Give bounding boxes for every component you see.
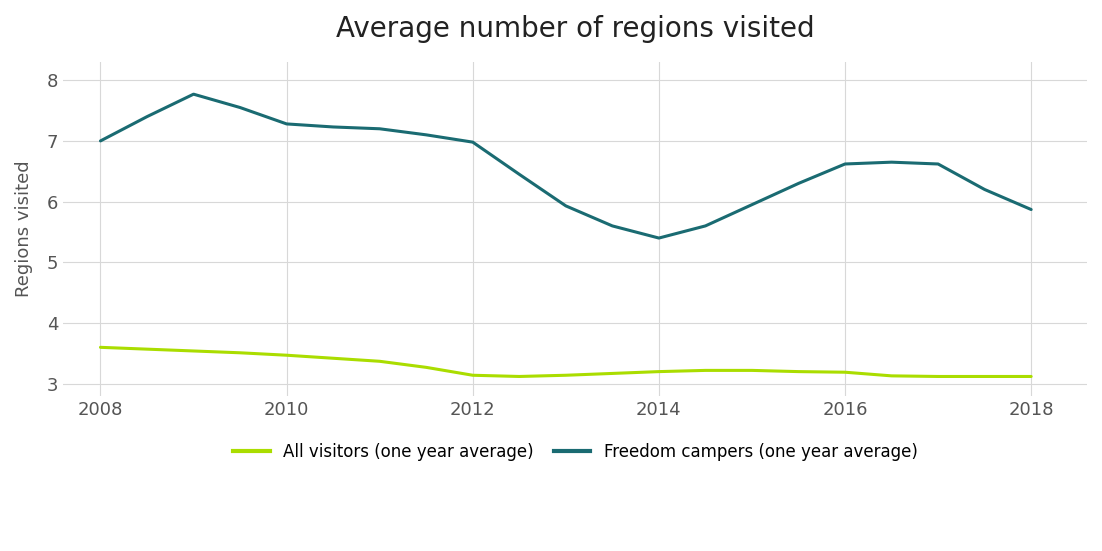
Freedom campers (one year average) xyxy=(652,235,666,241)
Title: Average number of regions visited: Average number of regions visited xyxy=(336,15,814,43)
Freedom campers (one year average) xyxy=(326,123,339,130)
Freedom campers (one year average) xyxy=(234,104,247,111)
Freedom campers (one year average) xyxy=(745,201,758,208)
All visitors (one year average) xyxy=(977,373,991,380)
Line: Freedom campers (one year average): Freedom campers (one year average) xyxy=(100,94,1031,238)
All visitors (one year average) xyxy=(792,368,806,375)
All visitors (one year average) xyxy=(140,346,153,353)
Freedom campers (one year average) xyxy=(140,114,153,120)
All visitors (one year average) xyxy=(187,348,201,354)
All visitors (one year average) xyxy=(931,373,944,380)
Freedom campers (one year average) xyxy=(699,223,712,229)
Freedom campers (one year average) xyxy=(94,138,107,144)
Freedom campers (one year average) xyxy=(885,159,898,165)
Freedom campers (one year average) xyxy=(466,139,479,145)
Freedom campers (one year average) xyxy=(280,121,293,127)
Freedom campers (one year average) xyxy=(374,126,387,132)
All visitors (one year average) xyxy=(606,370,619,377)
All visitors (one year average) xyxy=(234,349,247,356)
All visitors (one year average) xyxy=(839,369,852,376)
All visitors (one year average) xyxy=(652,368,666,375)
All visitors (one year average) xyxy=(94,344,107,350)
Freedom campers (one year average) xyxy=(420,132,433,138)
Freedom campers (one year average) xyxy=(977,186,991,193)
Freedom campers (one year average) xyxy=(512,171,526,177)
All visitors (one year average) xyxy=(466,372,479,379)
Freedom campers (one year average) xyxy=(1025,206,1038,213)
All visitors (one year average) xyxy=(885,372,898,379)
Legend: All visitors (one year average), Freedom campers (one year average): All visitors (one year average), Freedom… xyxy=(233,443,917,461)
Line: All visitors (one year average): All visitors (one year average) xyxy=(100,347,1031,376)
All visitors (one year average) xyxy=(420,364,433,371)
Freedom campers (one year average) xyxy=(792,180,806,187)
Freedom campers (one year average) xyxy=(606,223,619,229)
All visitors (one year average) xyxy=(699,367,712,374)
All visitors (one year average) xyxy=(374,358,387,365)
All visitors (one year average) xyxy=(1025,373,1038,380)
All visitors (one year average) xyxy=(326,355,339,361)
Y-axis label: Regions visited: Regions visited xyxy=(15,161,33,297)
Freedom campers (one year average) xyxy=(187,91,201,98)
All visitors (one year average) xyxy=(512,373,526,380)
All visitors (one year average) xyxy=(745,367,758,374)
Freedom campers (one year average) xyxy=(839,161,852,168)
Freedom campers (one year average) xyxy=(931,161,944,168)
Freedom campers (one year average) xyxy=(559,203,572,209)
All visitors (one year average) xyxy=(559,372,572,379)
All visitors (one year average) xyxy=(280,352,293,359)
